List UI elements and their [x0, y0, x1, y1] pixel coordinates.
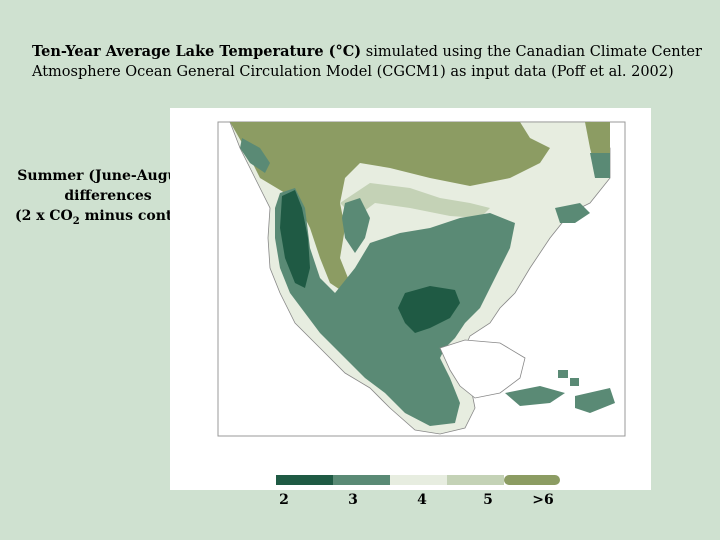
- title-rest-line1: simulated using the Canadian Climate Cen…: [361, 44, 702, 60]
- legend-swatch-6: [504, 475, 560, 485]
- title-bold: Ten-Year Average Lake Temperature (°C): [32, 43, 362, 60]
- region-hispaniola: [575, 388, 615, 413]
- region-class3-alaska: [240, 138, 270, 173]
- legend-label-6: >6: [532, 492, 554, 508]
- region-cuba: [505, 386, 565, 406]
- legend-swatch-4: [390, 475, 447, 485]
- region-class3-island: [342, 198, 370, 253]
- legend-label-5: 5: [483, 492, 493, 508]
- region-class3-ne: [555, 203, 590, 223]
- legend-swatch-2: [276, 475, 333, 485]
- region-class6-north: [230, 122, 550, 293]
- north-america-map: [217, 121, 626, 437]
- season-line2: differences: [64, 188, 152, 204]
- legend-label-4: 4: [417, 492, 427, 508]
- region-class3-lab: [590, 153, 610, 178]
- gulf-of-mexico: [439, 339, 526, 399]
- region-class2-pacific: [280, 190, 310, 288]
- map-panel: [170, 108, 651, 490]
- legend-label-2: 2: [279, 492, 289, 508]
- title-line2: Atmosphere Ocean General Circulation Mod…: [32, 64, 674, 80]
- region-class3-west: [275, 188, 515, 426]
- legend-bar: [276, 475, 560, 485]
- legend-swatch-5: [447, 475, 504, 485]
- legend-label-3: 3: [348, 492, 358, 508]
- region-island-small-1: [558, 370, 568, 378]
- season-line1: Summer (June-August): [17, 168, 199, 184]
- legend-swatch-3: [333, 475, 390, 485]
- map-title: Ten-Year Average Lake Temperature (°C) s…: [32, 42, 702, 82]
- region-class5-band: [340, 183, 490, 218]
- region-island-small-2: [570, 378, 579, 386]
- region-class2-central: [398, 286, 460, 333]
